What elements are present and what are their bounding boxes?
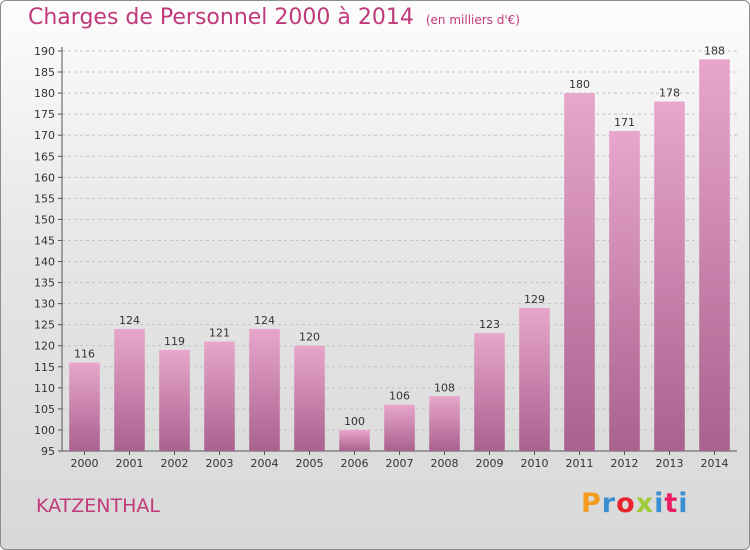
data-label-2013: 178	[659, 87, 680, 100]
data-label-2008: 108	[434, 381, 455, 394]
x-tick-label: 2014	[701, 457, 729, 470]
bar-2002	[159, 349, 190, 451]
y-tick-label: 105	[34, 403, 55, 416]
bar-2008	[429, 396, 460, 451]
data-label-2000: 116	[74, 348, 95, 361]
data-label-2003: 121	[209, 327, 230, 340]
x-tick-label: 2009	[476, 457, 504, 470]
y-tick-label: 125	[34, 319, 55, 332]
bar-2003	[204, 341, 235, 451]
bar-2012	[609, 131, 640, 451]
bar-2011	[564, 93, 595, 452]
logo-letter: t	[664, 488, 679, 519]
data-label-2001: 124	[119, 314, 140, 327]
y-tick-label: 190	[34, 45, 55, 58]
y-tick-label: 185	[34, 66, 55, 79]
y-tick-label: 140	[34, 256, 55, 269]
logo-letter: o	[616, 488, 636, 519]
data-label-2012: 171	[614, 116, 635, 129]
data-label-2005: 120	[299, 331, 320, 344]
x-tick-label: 2012	[611, 457, 639, 470]
bar-2009	[474, 333, 505, 451]
data-label-2004: 124	[254, 314, 275, 327]
x-tick-label: 2008	[431, 457, 459, 470]
data-label-2010: 129	[524, 293, 545, 306]
y-tick-label: 160	[34, 171, 55, 184]
place-name: KATZENTHAL	[36, 495, 160, 517]
x-tick-label: 2004	[251, 457, 279, 470]
y-tick-label: 95	[41, 445, 55, 458]
x-tick-label: 2013	[656, 457, 684, 470]
chart-title: Charges de Personnel 2000 à 2014 (en mill…	[28, 5, 520, 30]
x-tick-label: 2010	[521, 457, 549, 470]
data-label-2011: 180	[569, 78, 590, 91]
bars	[69, 59, 730, 452]
data-label-2002: 119	[164, 335, 185, 348]
y-tick-label: 100	[34, 424, 55, 437]
bar-2013	[654, 101, 685, 452]
x-tick-label: 2011	[566, 457, 594, 470]
y-tick-label: 175	[34, 108, 55, 121]
x-tick-label: 2003	[206, 457, 234, 470]
bar-2004	[249, 328, 280, 451]
y-tick-label: 150	[34, 213, 55, 226]
x-tick-label: 2000	[71, 457, 99, 470]
data-label-2007: 106	[389, 390, 410, 403]
y-tick-label: 145	[34, 234, 55, 247]
y-tick-label: 155	[34, 192, 55, 205]
data-label-2006: 100	[344, 415, 365, 428]
data-labels: 116 124 119 121 124 120 100 106 108 123 129 180 171 1…	[74, 44, 725, 428]
proxiti-logo: Proxiti	[581, 488, 689, 519]
y-tick-label: 110	[34, 382, 55, 395]
y-tick-label: 180	[34, 87, 55, 100]
logo-letter: i	[654, 488, 665, 519]
bar-2007	[384, 404, 415, 451]
y-tick-label: 170	[34, 129, 55, 142]
logo-letter: i	[678, 488, 689, 519]
title-text: Charges de Personnel 2000 à 2014	[28, 5, 414, 30]
x-tick-label: 2006	[341, 457, 369, 470]
y-tick-label: 120	[34, 340, 55, 353]
logo-letter: r	[601, 488, 617, 519]
y-tick-label: 165	[34, 150, 55, 163]
y-tick-labels: 95 100 105 110 115 120 125 130 135 140 145 150 155 16…	[34, 45, 55, 458]
y-tick-label: 115	[34, 361, 55, 374]
data-label-2009: 123	[479, 318, 500, 331]
bar-2014	[699, 59, 730, 451]
bar-2000	[69, 362, 100, 451]
gridlines	[58, 50, 737, 452]
y-tick-label: 135	[34, 277, 55, 290]
bar-2001	[114, 328, 145, 451]
bar-2006	[339, 429, 370, 451]
data-label-2014: 188	[704, 44, 725, 57]
x-tick-label: 2002	[161, 457, 189, 470]
x-tick-label: 2007	[386, 457, 414, 470]
x-tick-label: 2005	[296, 457, 324, 470]
bar-2010	[519, 307, 550, 451]
logo-letter: x	[635, 488, 655, 519]
logo-letter: P	[581, 488, 602, 519]
chart-subtitle: (en milliers d'€)	[425, 13, 520, 27]
y-tick-label: 130	[34, 298, 55, 311]
bar-2005	[294, 345, 325, 451]
x-tick-labels: 2000 2001 2002 2003 2004 2005 2006 2007 2008 2009…	[71, 451, 729, 470]
x-tick-label: 2001	[116, 457, 144, 470]
